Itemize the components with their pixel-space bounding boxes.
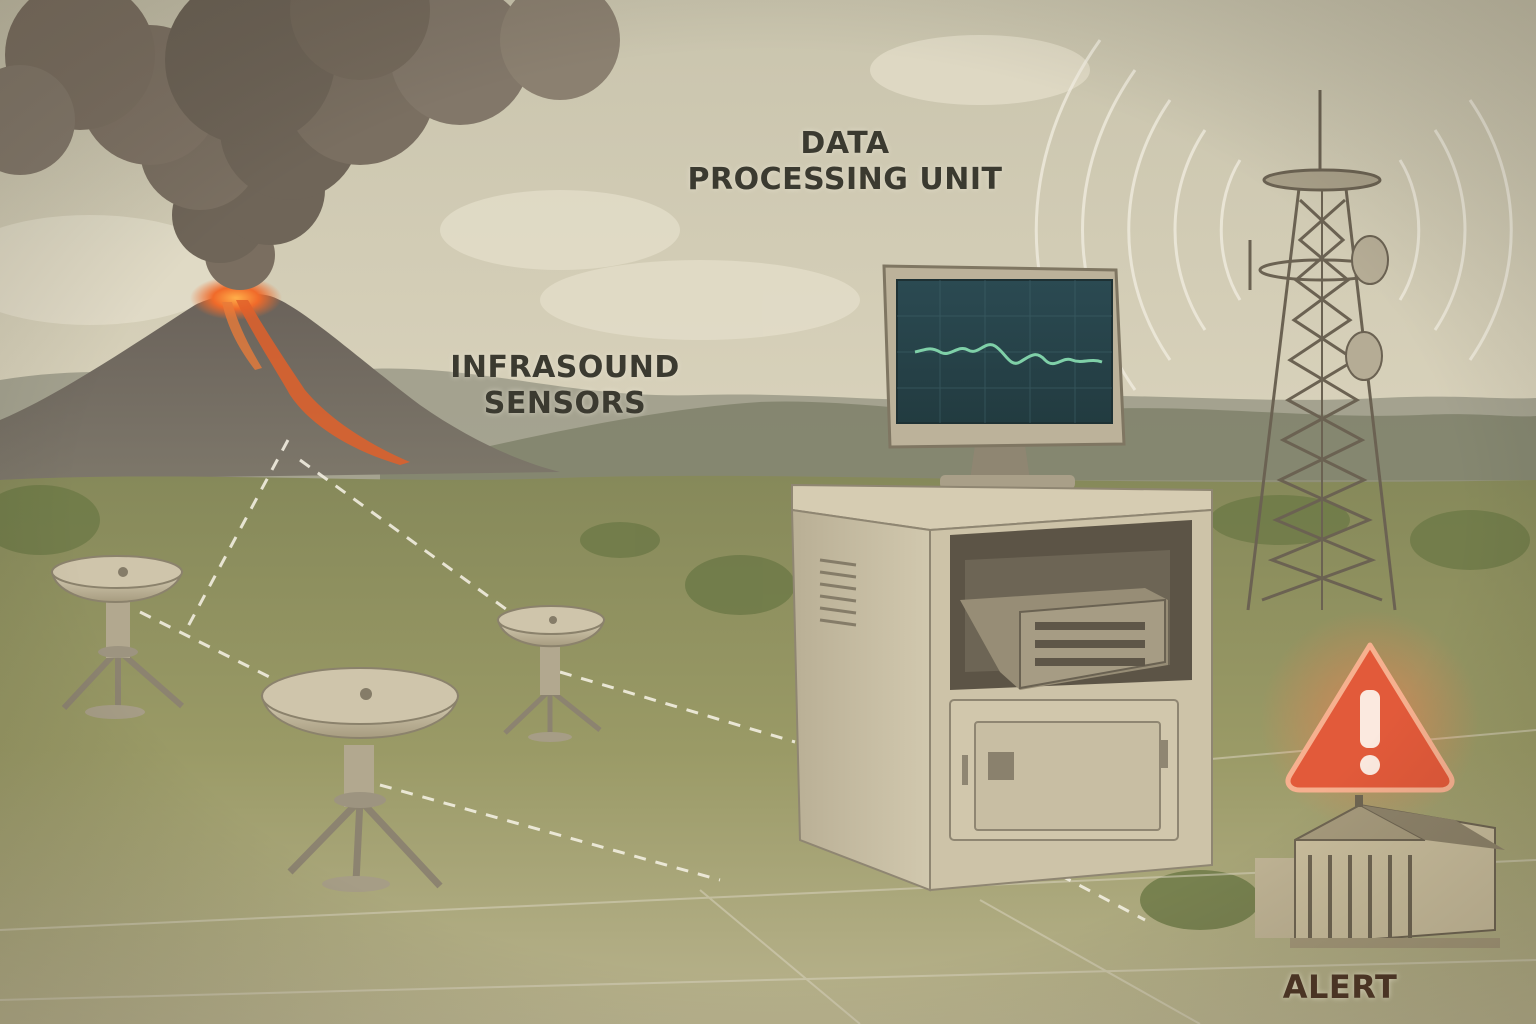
infrasound-sensors-label-line-1: INFRASOUND: [450, 350, 680, 385]
data-processing-unit-label-line-2: PROCESSING UNIT: [687, 162, 1003, 197]
alert-label-text: ALERT: [1282, 968, 1398, 1006]
infrasound-sensors-label-line-2: SENSORS: [483, 386, 647, 421]
infrasound-sensors-label: INFRASOUND SENSORS: [400, 350, 730, 422]
data-processing-unit-label: DATA PROCESSING UNIT: [640, 126, 1050, 198]
data-processing-unit-label-line-1: DATA: [800, 126, 890, 161]
alert-label: ALERT: [1260, 968, 1420, 1006]
